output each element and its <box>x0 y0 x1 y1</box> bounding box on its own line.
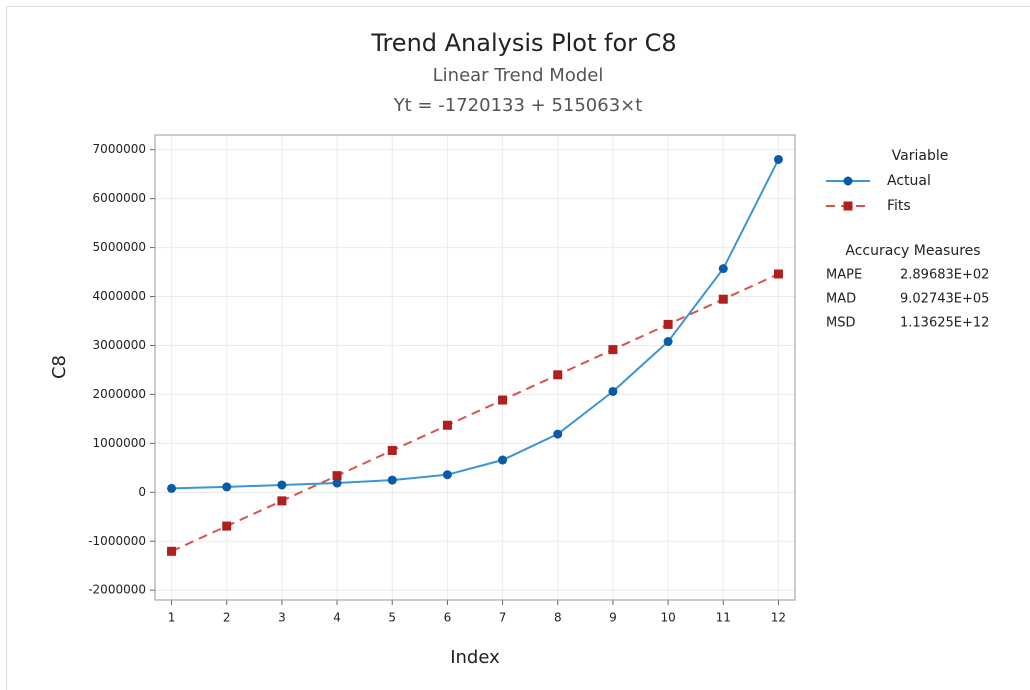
y-tick-label: -1000000 <box>88 534 146 548</box>
point <box>663 337 673 347</box>
y-axis-label: C8 <box>49 355 70 379</box>
y-tick-label: 7000000 <box>93 142 146 156</box>
point <box>663 319 673 329</box>
y-tick-label: 6000000 <box>93 191 146 205</box>
point <box>277 480 287 490</box>
measure-name: MAPE <box>826 268 862 283</box>
x-tick-label: 12 <box>771 611 786 625</box>
x-tick-label: 10 <box>660 611 675 625</box>
y-tick-label: 5000000 <box>93 240 146 254</box>
frame <box>6 6 1030 690</box>
point <box>553 429 563 439</box>
accuracy-title: Accuracy Measures <box>845 243 980 259</box>
point <box>167 483 177 493</box>
x-tick-label: 8 <box>554 611 562 625</box>
measure-value: 9.02743E+05 <box>900 292 989 307</box>
legend-label: Actual <box>887 173 931 189</box>
x-tick-label: 4 <box>333 611 341 625</box>
chart-title: Trend Analysis Plot for C8 <box>370 29 676 57</box>
point <box>608 386 618 396</box>
plot-area <box>154 134 796 601</box>
measure-value: 2.89683E+02 <box>900 268 989 283</box>
y-tick-label: 2000000 <box>93 387 146 401</box>
measure-name: MAD <box>826 292 856 307</box>
x-tick-label: 7 <box>499 611 507 625</box>
point <box>442 420 452 430</box>
x-tick-label: 3 <box>278 611 286 625</box>
point <box>553 370 563 380</box>
point <box>718 264 728 274</box>
x-tick-label: 5 <box>388 611 396 625</box>
y-tick-label: 1000000 <box>93 436 146 450</box>
point <box>498 395 508 405</box>
point <box>332 478 342 488</box>
y-tick-label: 3000000 <box>93 338 146 352</box>
y-tick-label: 0 <box>138 485 146 499</box>
legend-title: Variable <box>892 148 949 164</box>
point <box>718 294 728 304</box>
point <box>773 269 783 279</box>
point <box>167 546 177 556</box>
point <box>773 154 783 164</box>
y-tick-label: -2000000 <box>88 583 146 597</box>
point <box>222 521 232 531</box>
x-axis-label: Index <box>450 647 500 668</box>
x-tick-label: 11 <box>716 611 731 625</box>
point <box>332 471 342 481</box>
y-tick-label: 4000000 <box>93 289 146 303</box>
series-line <box>171 159 780 490</box>
measure-value: 1.13625E+12 <box>900 316 989 331</box>
subtitle: Linear Trend Model <box>433 65 604 86</box>
x-tick-label: 1 <box>168 611 176 625</box>
x-tick-label: 6 <box>444 611 452 625</box>
point <box>608 345 618 355</box>
point <box>222 482 232 492</box>
point <box>442 470 452 480</box>
point <box>387 445 397 455</box>
legend-marker <box>843 176 853 186</box>
point <box>277 496 287 506</box>
x-tick-label: 9 <box>609 611 617 625</box>
series-line <box>171 273 779 553</box>
x-tick-label: 2 <box>223 611 231 625</box>
equation: Yt = -1720133 + 515063×t <box>393 95 643 116</box>
point <box>387 475 397 485</box>
legend-marker <box>843 201 853 211</box>
measure-name: MSD <box>826 316 855 331</box>
legend-label: Fits <box>887 198 911 214</box>
point <box>498 455 508 465</box>
